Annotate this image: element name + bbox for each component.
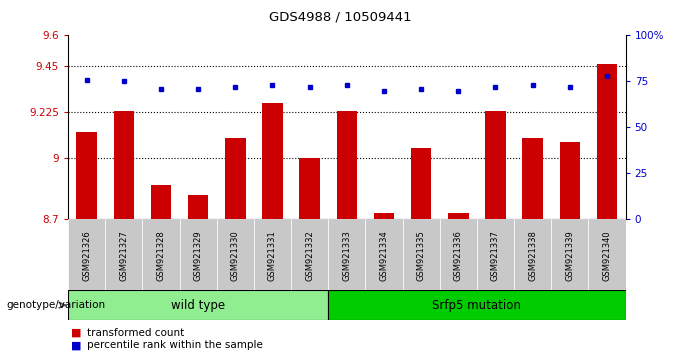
Text: GSM921330: GSM921330 xyxy=(231,230,240,281)
Bar xyxy=(299,158,320,219)
Text: GDS4988 / 10509441: GDS4988 / 10509441 xyxy=(269,11,411,24)
Text: ■: ■ xyxy=(71,328,82,338)
Bar xyxy=(142,219,180,292)
Text: ■: ■ xyxy=(71,340,82,350)
Bar xyxy=(514,219,551,292)
Text: GSM921331: GSM921331 xyxy=(268,230,277,281)
Text: Srfp5 mutation: Srfp5 mutation xyxy=(432,299,522,312)
Bar xyxy=(403,219,440,292)
Text: GSM921335: GSM921335 xyxy=(417,230,426,281)
Bar xyxy=(551,219,588,292)
Bar xyxy=(560,142,580,219)
Bar xyxy=(411,148,431,219)
Bar xyxy=(477,219,514,292)
Bar xyxy=(68,290,328,320)
Bar xyxy=(114,111,134,219)
Text: GSM921326: GSM921326 xyxy=(82,230,91,281)
Bar xyxy=(105,219,142,292)
Bar xyxy=(68,219,105,292)
Text: GSM921338: GSM921338 xyxy=(528,230,537,281)
Bar xyxy=(254,219,291,292)
Bar xyxy=(180,219,217,292)
Bar xyxy=(225,138,245,219)
Bar xyxy=(597,64,617,219)
Text: GSM921329: GSM921329 xyxy=(194,230,203,281)
Text: GSM921339: GSM921339 xyxy=(565,230,575,281)
Text: GSM921337: GSM921337 xyxy=(491,230,500,281)
Bar xyxy=(217,219,254,292)
Text: percentile rank within the sample: percentile rank within the sample xyxy=(87,340,263,350)
Text: wild type: wild type xyxy=(171,299,225,312)
Bar xyxy=(328,219,365,292)
Text: GSM921336: GSM921336 xyxy=(454,230,463,281)
Text: GSM921328: GSM921328 xyxy=(156,230,165,281)
Text: genotype/variation: genotype/variation xyxy=(7,300,106,310)
Text: GSM921334: GSM921334 xyxy=(379,230,388,281)
Text: GSM921332: GSM921332 xyxy=(305,230,314,281)
Bar xyxy=(151,185,171,219)
Bar xyxy=(328,290,626,320)
Bar xyxy=(76,132,97,219)
Bar xyxy=(337,111,357,219)
Bar xyxy=(188,195,208,219)
Bar xyxy=(365,219,403,292)
Text: GSM921327: GSM921327 xyxy=(119,230,129,281)
Text: transformed count: transformed count xyxy=(87,328,184,338)
Bar xyxy=(291,219,328,292)
Bar xyxy=(374,213,394,219)
Text: GSM921333: GSM921333 xyxy=(342,230,352,281)
Bar xyxy=(522,138,543,219)
Bar xyxy=(588,219,626,292)
Text: GSM921340: GSM921340 xyxy=(602,230,611,281)
Bar xyxy=(262,103,283,219)
Bar xyxy=(448,213,469,219)
Bar xyxy=(440,219,477,292)
Bar xyxy=(486,111,506,219)
